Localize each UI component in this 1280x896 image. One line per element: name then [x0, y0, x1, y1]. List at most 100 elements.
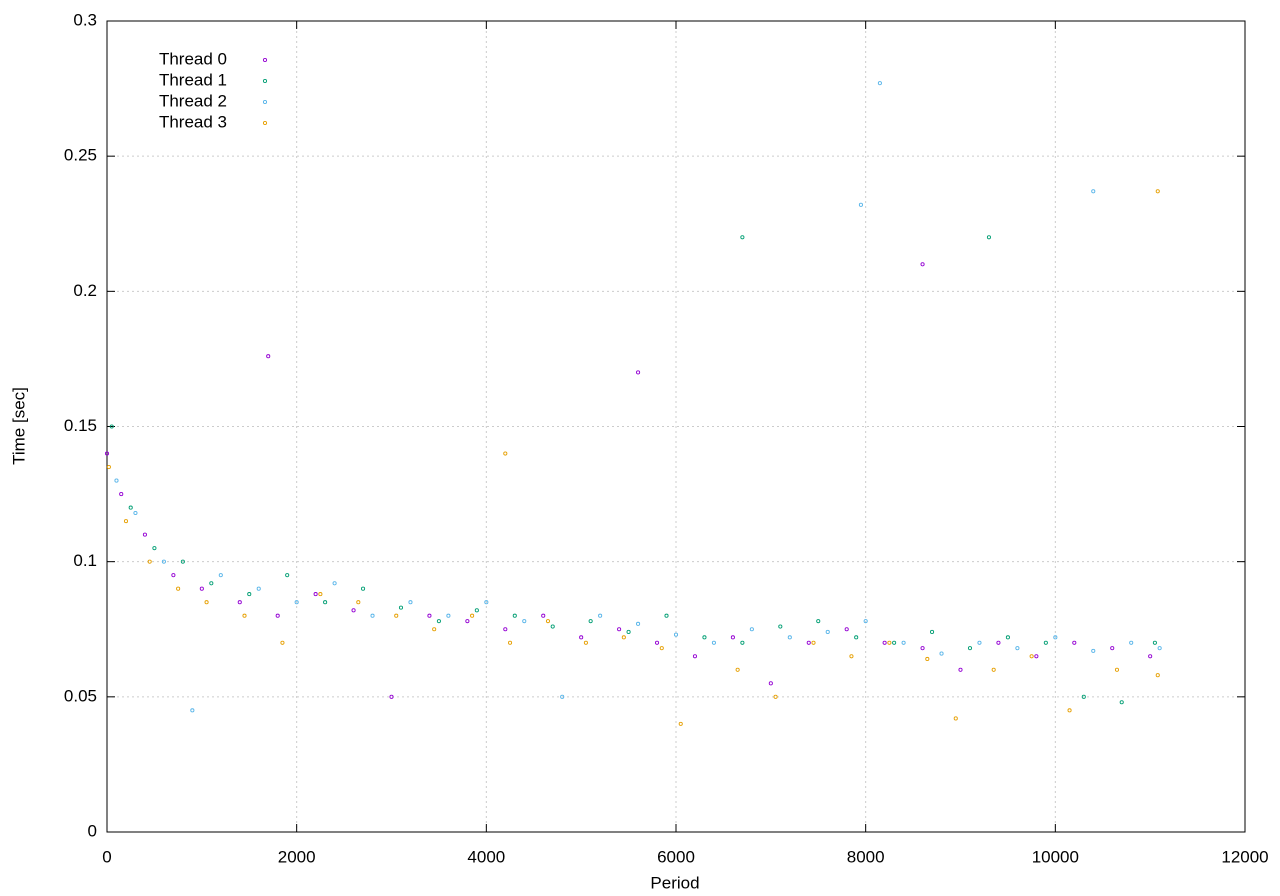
point [825, 629, 830, 635]
point [128, 505, 133, 510]
point [470, 613, 475, 618]
point [887, 640, 892, 645]
point [977, 640, 982, 645]
point [1067, 708, 1072, 713]
legend-label: Thread 2 [159, 91, 227, 110]
point [730, 635, 735, 640]
point [778, 624, 783, 629]
point [436, 619, 441, 624]
y-tick-label: 0.2 [73, 281, 97, 300]
point [664, 613, 669, 618]
point [1155, 673, 1160, 678]
legend-label: Thread 0 [159, 49, 227, 68]
point [1157, 646, 1162, 651]
point [1129, 640, 1134, 645]
point [882, 640, 887, 645]
x-tick-label: 8000 [847, 847, 885, 866]
x-tick-label: 10000 [1032, 847, 1079, 866]
point [1152, 640, 1157, 645]
point [1081, 694, 1086, 699]
point [142, 532, 147, 537]
point [621, 635, 626, 640]
point [356, 600, 361, 605]
point [522, 619, 527, 624]
point [930, 629, 935, 635]
point [854, 635, 859, 640]
point [844, 627, 849, 632]
point [598, 613, 603, 618]
point [280, 640, 285, 645]
point [1148, 654, 1153, 659]
plot-frame [106, 20, 1246, 833]
point [806, 640, 811, 645]
point [740, 640, 745, 645]
point [152, 546, 157, 551]
point [811, 640, 816, 645]
x-tick-label: 6000 [657, 847, 695, 866]
point [398, 605, 404, 610]
x-tick-label: 12000 [1221, 847, 1268, 866]
point [114, 478, 119, 483]
point [123, 519, 129, 524]
x-tick-label: 0 [102, 847, 111, 866]
point [659, 646, 664, 651]
legend-label: Thread 1 [159, 70, 227, 89]
point [877, 81, 882, 86]
y-tick-label: 0.3 [73, 10, 97, 29]
point [446, 613, 451, 618]
point [1029, 654, 1034, 659]
point [171, 573, 176, 578]
x-tick-label: 2000 [278, 847, 316, 866]
point [161, 559, 166, 564]
point [967, 646, 973, 651]
point [1034, 654, 1039, 659]
point [256, 586, 261, 591]
point [702, 635, 707, 640]
point [503, 627, 508, 632]
point [920, 646, 925, 651]
point [1119, 700, 1124, 705]
point [318, 592, 323, 597]
point [218, 573, 223, 578]
x-axis-label: Period [650, 873, 699, 892]
point [1043, 640, 1048, 645]
x-tick-label: 4000 [467, 847, 505, 866]
point [351, 608, 356, 613]
point [360, 586, 366, 591]
point [119, 492, 124, 497]
point [465, 619, 470, 624]
point [768, 681, 773, 686]
point [370, 613, 375, 618]
point [484, 600, 489, 605]
point [285, 573, 290, 578]
point [986, 235, 992, 240]
legend-label: Thread 3 [159, 112, 227, 131]
point [953, 716, 958, 721]
point [858, 202, 863, 207]
point [588, 619, 593, 624]
legend-marker [262, 78, 268, 84]
point [787, 635, 792, 640]
point [204, 600, 209, 605]
point [503, 451, 508, 456]
point [892, 640, 897, 645]
point [394, 613, 399, 618]
point [541, 613, 546, 618]
point [242, 613, 247, 618]
legend-marker [262, 120, 268, 126]
point [560, 694, 565, 699]
point [209, 581, 214, 586]
point [1091, 648, 1096, 653]
point [1053, 635, 1058, 640]
point [711, 640, 716, 645]
point [636, 621, 641, 626]
point [939, 651, 944, 656]
y-tick-label: 0.15 [64, 416, 97, 435]
point [636, 370, 641, 375]
y-tick-label: 0 [88, 821, 97, 840]
point [512, 613, 517, 618]
point [104, 451, 110, 456]
point [408, 600, 413, 605]
point [1005, 635, 1010, 640]
point [275, 613, 280, 618]
